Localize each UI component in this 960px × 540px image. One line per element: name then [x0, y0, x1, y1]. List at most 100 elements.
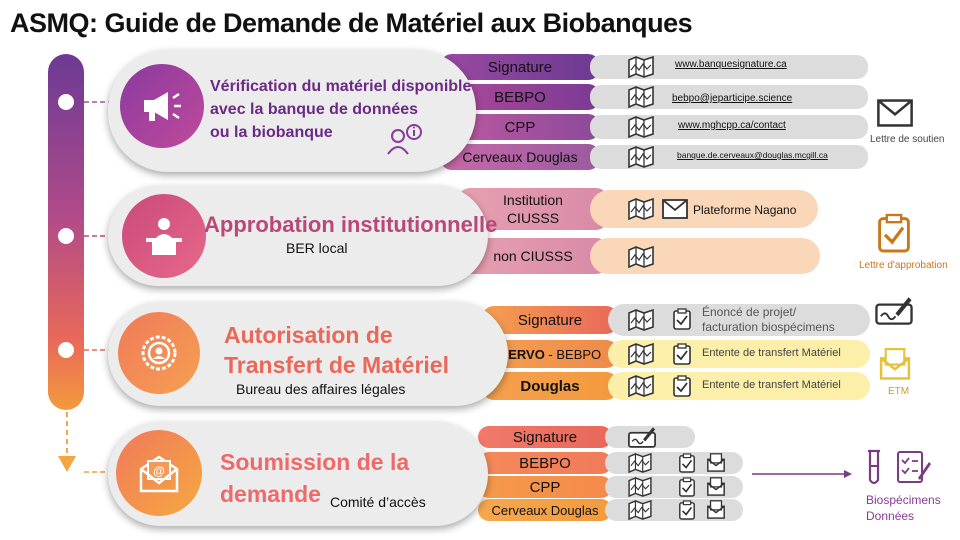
mail-letter-icon	[706, 452, 726, 472]
note-etm: Entente de transfert Matériel	[702, 379, 841, 391]
timeline-connectors	[84, 101, 114, 473]
stage2-subtitle: BER local	[286, 240, 348, 256]
timeline-dot	[58, 342, 74, 358]
podium-icon	[146, 218, 182, 255]
outputs-label: Biospécimens Données	[866, 492, 941, 524]
map-icon	[627, 309, 655, 331]
row-label: CPP	[504, 118, 536, 136]
mail-letter-icon	[706, 499, 726, 519]
row-label-bold: CERVO	[498, 346, 545, 362]
side-caption-approval: Lettre d'approbation	[859, 260, 948, 271]
map-icon	[627, 116, 655, 138]
map-icon	[627, 246, 655, 268]
clipboard-check-icon	[672, 343, 692, 365]
timeline-dot	[58, 94, 74, 110]
row-label: Signature	[487, 58, 553, 76]
stage1-circle	[120, 64, 204, 148]
row-label-rest: - BEBPO	[544, 346, 602, 362]
link-douglas[interactable]: banque.de.cerveaux@douglas.mcgill.ca	[677, 150, 828, 160]
stage4-subtitle: Comité d’accès	[330, 494, 426, 510]
note-etm: Entente de transfert Matériel	[702, 347, 841, 359]
stage1-title-line: ou la biobanque	[210, 124, 333, 141]
row-label: Douglas	[520, 377, 580, 395]
stage2-title: Approbation institutionnelle	[204, 212, 498, 237]
page-title: ASMQ: Guide de Demande de Matériel aux B…	[10, 8, 693, 38]
email-envelope-icon: @	[139, 455, 179, 493]
row-label: CIUSSS	[506, 210, 560, 226]
note-project: Énoncé de projet/ facturation biospécime…	[702, 305, 835, 335]
output-donnees: Données	[866, 509, 915, 523]
clipboard-check-icon	[678, 477, 696, 497]
stage1-row-douglas: Cerveaux Douglas	[440, 144, 600, 170]
output-arrow	[752, 470, 852, 478]
link-bebpo[interactable]: bebpo@jeparticipe.science	[672, 93, 793, 104]
stage1-title-line: avec la banque de données	[210, 101, 419, 118]
row-label: BEBPO	[519, 454, 571, 472]
side-caption-support: Lettre de soutien	[870, 134, 945, 145]
user-info-icon	[387, 124, 422, 155]
stage4-row-signature: Signature	[478, 426, 612, 448]
row-label: non CIUSSS	[493, 248, 573, 264]
map-icon	[627, 343, 655, 365]
stage4-row-bebpo: BEBPO	[478, 452, 612, 474]
timeline-arrow	[58, 412, 76, 472]
row-label: Signature	[512, 428, 578, 446]
signature-icon	[627, 424, 657, 448]
map-icon	[627, 198, 655, 220]
stage3-title-line: Transfert de Matériel	[224, 352, 449, 378]
svg-text:@: @	[153, 464, 165, 478]
map-icon	[627, 477, 653, 497]
clipboard-check-icon	[672, 375, 692, 397]
link-signature[interactable]: www.banquesignature.ca	[675, 59, 787, 70]
stage4-title-line: Soumission de la	[220, 449, 410, 475]
mail-icon	[877, 98, 913, 128]
row-label: Cerveaux Douglas	[462, 149, 578, 165]
stage1-title: Vérification du matériel disponible avec…	[210, 75, 471, 144]
note-line: facturation biospécimens	[702, 320, 835, 334]
link-cpp[interactable]: www.mghcpp.ca/contact	[678, 120, 786, 131]
clipboard-check-icon	[678, 500, 696, 520]
side-caption-etm: ETM	[888, 386, 910, 397]
stage3-title: Autorisation de Transfert de Matériel	[224, 320, 449, 380]
row-label: CERVO - BEBPO	[499, 347, 601, 362]
mail-letter-icon	[879, 348, 911, 380]
checklist-icon	[897, 451, 931, 483]
stage4-circle: @	[116, 430, 202, 516]
clipboard-check-icon	[672, 308, 692, 330]
stage3-row-douglas: Douglas	[482, 372, 618, 400]
stage3-title-line: Autorisation de	[224, 322, 393, 348]
map-icon	[627, 500, 653, 520]
timeline-dot	[58, 228, 74, 244]
row-label: BEBPO	[494, 88, 546, 106]
row-label: Cerveaux Douglas	[491, 502, 599, 518]
megaphone-icon	[144, 92, 181, 121]
map-icon	[627, 86, 655, 108]
row-label: CPP	[529, 478, 561, 496]
map-icon	[627, 56, 655, 78]
stage3-row-signature: Signature	[482, 306, 618, 334]
stage1-title-line: Vérification du matériel disponible	[210, 78, 472, 95]
output-biospecimens: Biospécimens	[866, 493, 941, 507]
clipboard-check-icon	[878, 213, 910, 253]
stage4-row-cpp: CPP	[478, 476, 612, 498]
test-tube-icon	[868, 449, 880, 485]
row-tail	[590, 190, 818, 228]
note-nagano: Plateforme Nagano	[693, 203, 797, 217]
stage2-circle	[122, 194, 206, 278]
map-icon	[627, 375, 655, 397]
stage4-title: Soumission de la demande	[220, 446, 409, 510]
stage3-circle	[118, 312, 200, 394]
map-icon	[627, 146, 655, 168]
row-label: Signature	[517, 311, 583, 329]
mail-letter-icon	[706, 476, 726, 496]
clipboard-check-icon	[678, 453, 696, 473]
stage3-row-cervo: CERVO - BEBPO	[482, 340, 618, 368]
stage4-title-line: demande	[220, 481, 321, 507]
row-tail	[590, 238, 820, 274]
map-icon	[627, 453, 653, 473]
stage4-row-douglas: Cerveaux Douglas	[478, 499, 612, 521]
note-line: Énoncé de projet/	[702, 305, 797, 319]
row-label: Institution	[503, 192, 563, 208]
signature-icon	[875, 292, 913, 326]
stage3-subtitle: Bureau des affaires légales	[236, 381, 406, 397]
